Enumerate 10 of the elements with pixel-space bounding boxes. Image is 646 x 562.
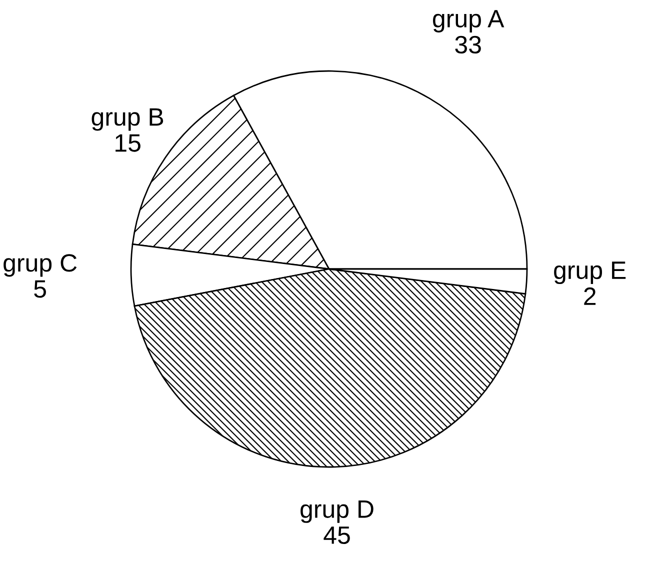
data-label: 15 <box>116 134 140 152</box>
slice-label: grup B <box>92 108 164 131</box>
data-label: 45 <box>324 526 350 544</box>
slice-label: grup C <box>4 254 77 277</box>
data-label: 5 <box>34 280 46 298</box>
slice-label: grup E <box>554 262 626 284</box>
data-label: 33 <box>455 36 481 54</box>
slice-label: grup A <box>433 10 504 32</box>
slice-label: grup D <box>300 500 374 523</box>
data-label: 2 <box>584 287 596 305</box>
